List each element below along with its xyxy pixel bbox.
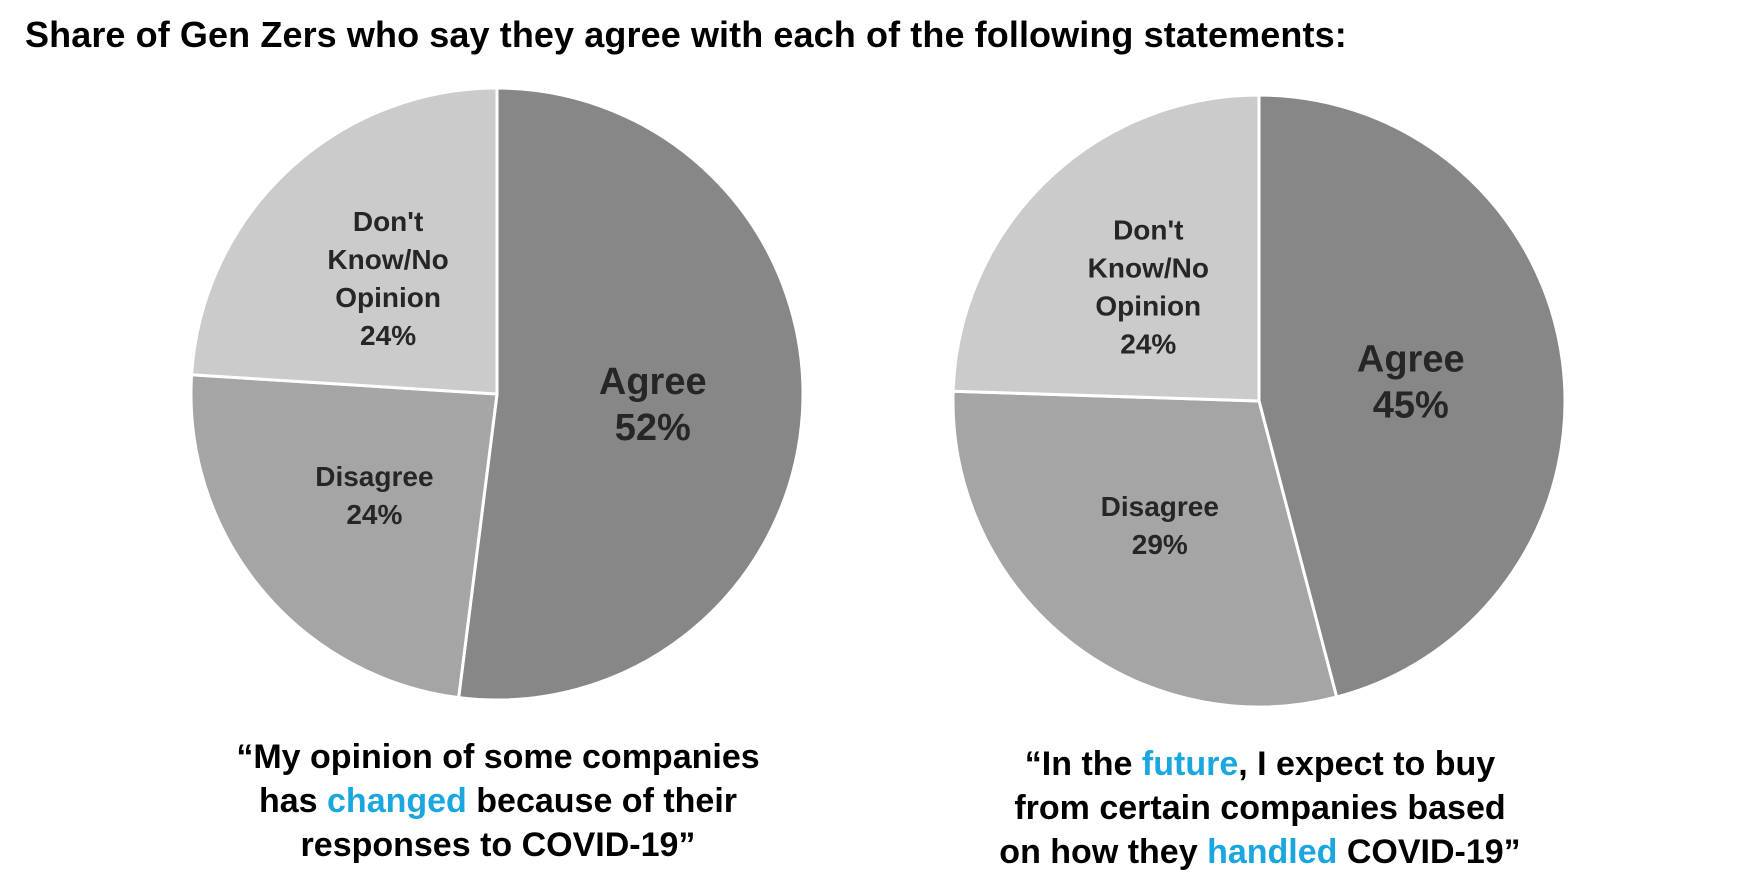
data-label-value: 24%: [346, 499, 402, 530]
data-label-agree: Agree 45%: [1357, 339, 1465, 427]
data-label-name: Know/No: [1088, 252, 1209, 283]
pie-slice-don-t-know-no-opinion: [951, 93, 1261, 403]
data-label-name: Don't: [353, 206, 423, 237]
data-label-name: Agree: [599, 361, 707, 403]
pie-slice-disagree: [189, 373, 499, 700]
caption-highlight-changed: changed: [327, 782, 467, 820]
pie-slice-agree: [1257, 93, 1567, 699]
data-label-value: 45%: [1373, 385, 1449, 427]
caption-opinion-changed: “My opinion of some companies has change…: [198, 735, 798, 867]
caption-text: COVID-19”: [1337, 833, 1521, 871]
data-label-don-t-know-no-opinion: Don't Know/No Opinion 24%: [1088, 214, 1209, 359]
caption-highlight-future: future: [1141, 745, 1239, 783]
data-label-name: Agree: [1357, 339, 1465, 381]
caption-line-1: “In the future, I expect to buy: [940, 742, 1580, 786]
data-label-value: 52%: [615, 407, 691, 449]
caption-line-3: on how they handled COVID-19”: [940, 830, 1580, 874]
data-label-name: Opinion: [1095, 290, 1201, 321]
page-title: Share of Gen Zers who say they agree wit…: [25, 14, 1347, 55]
data-label-disagree: Disagree 29%: [1101, 491, 1219, 560]
data-label-value: 29%: [1132, 529, 1188, 560]
data-label-name: Opinion: [335, 282, 441, 313]
data-label-name: Don't: [1113, 214, 1183, 245]
caption-future-purchases: “In the future, I expect to buy from cer…: [940, 742, 1580, 874]
caption-line-2: from certain companies based: [1014, 789, 1506, 827]
data-label-value: 24%: [360, 320, 416, 351]
caption-line-3: responses to COVID-19”: [300, 826, 696, 864]
data-label-name: Disagree: [315, 461, 433, 492]
caption-highlight-handled: handled: [1207, 833, 1338, 871]
pie-slice-disagree: [951, 389, 1339, 709]
caption-text: , I expect to buy: [1238, 745, 1496, 783]
caption-text: “In the: [1024, 745, 1142, 783]
data-label-name: Disagree: [1101, 491, 1219, 522]
pie-slice-don-t-know-no-opinion: [190, 86, 499, 396]
caption-line-2: has changed because of their: [198, 779, 798, 823]
caption-line-1: “My opinion of some companies: [236, 738, 760, 776]
caption-text: on how they: [999, 833, 1208, 871]
pie-slice-agree: [457, 86, 805, 702]
caption-text: because of their: [466, 782, 738, 820]
data-label-don-t-know-no-opinion: Don't Know/No Opinion 24%: [327, 206, 448, 351]
data-label-value: 24%: [1120, 328, 1176, 359]
caption-text: has: [258, 782, 328, 820]
data-label-disagree: Disagree 24%: [315, 461, 433, 530]
data-label-agree: Agree 52%: [599, 361, 707, 449]
data-label-name: Know/No: [327, 244, 448, 275]
